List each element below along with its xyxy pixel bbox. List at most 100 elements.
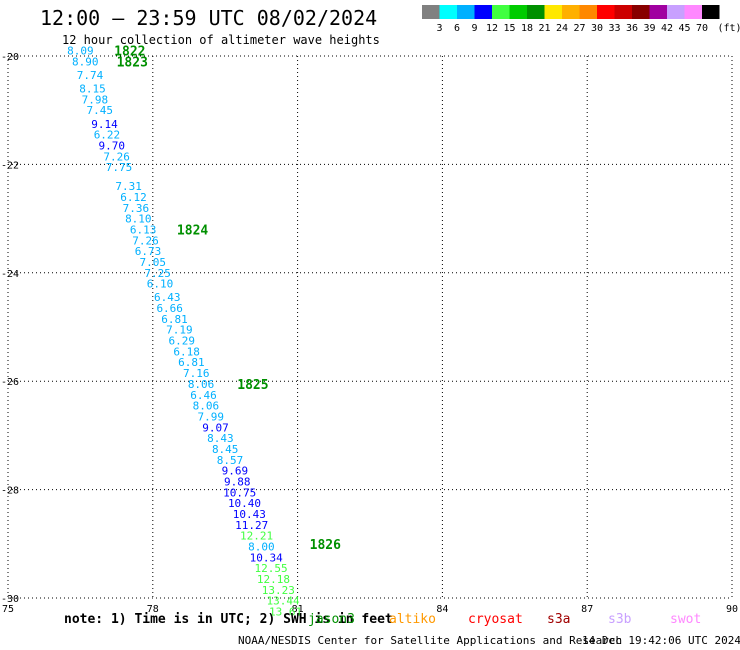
wave-height-point: 7.31: [115, 180, 142, 193]
wave-height-point: 6.29: [169, 335, 196, 348]
wave-height-point: 13.23: [262, 584, 295, 597]
pass-number-label: 1825: [237, 378, 268, 393]
wave-height-point: 10.40: [228, 497, 261, 510]
legend-label: 30: [591, 23, 603, 34]
wave-height-point: 8.15: [79, 83, 106, 96]
legend-label: 70: [696, 23, 708, 34]
wave-height-point: 6.66: [156, 302, 183, 315]
wave-height-point: 8.00: [248, 541, 275, 554]
legend-swatch: [492, 5, 510, 19]
wave-height-point: 9.14: [91, 118, 118, 131]
legend-label: 33: [608, 23, 620, 34]
wave-height-point: 6.12: [120, 191, 147, 204]
legend-swatch: [614, 5, 632, 19]
satellite-label-altiko: altiko: [389, 612, 436, 627]
x-tick-label: 84: [436, 604, 448, 615]
satellite-label-swot: swot: [670, 612, 702, 627]
legend-label: 15: [503, 23, 515, 34]
legend-label: 45: [678, 23, 690, 34]
wave-height-point: 7.74: [77, 69, 104, 82]
legend-swatch: [527, 5, 545, 19]
wave-height-point: 8.09: [67, 45, 94, 58]
wave-height-point: 8.45: [212, 443, 239, 456]
satellite-label-cryosat: cryosat: [468, 612, 523, 627]
credit-text: NOAA/NESDIS Center for Satellite Applica…: [238, 634, 623, 647]
page-title: 12:00 — 23:59 UTC 08/02/2024: [40, 6, 378, 30]
wave-height-point: 10.34: [250, 551, 283, 564]
wave-height-point: 9.69: [222, 465, 249, 478]
legend-swatch: [422, 5, 440, 19]
generated-timestamp: 14 Dec 19:42:06 UTC 2024: [582, 634, 740, 647]
wave-height-point: 6.22: [94, 129, 121, 142]
x-tick-label: 78: [147, 604, 159, 615]
wave-height-point: 8.06: [188, 378, 215, 391]
wave-height-point: 8.06: [193, 400, 220, 413]
legend-swatch: [649, 5, 667, 19]
y-tick-label: -26: [1, 377, 19, 388]
wave-height-point: 6.18: [173, 345, 200, 358]
wave-height-point: 9.88: [224, 475, 251, 488]
legend-swatch: [702, 5, 720, 19]
satellite-label-s3b: s3b: [608, 612, 632, 627]
legend-swatch: [439, 5, 457, 19]
x-tick-label: 75: [2, 604, 14, 615]
wave-height-point: 8.90: [72, 55, 99, 68]
legend-label: 39: [643, 23, 655, 34]
wave-height-point: 9.70: [99, 139, 126, 152]
wave-height-point: 8.57: [217, 454, 244, 467]
y-tick-label: -28: [1, 486, 19, 497]
wave-height-point: 9.07: [202, 421, 229, 434]
x-tick-label: 87: [581, 604, 593, 615]
wave-height-point: 7.45: [86, 104, 113, 117]
wave-height-point: 7.75: [106, 161, 133, 174]
y-tick-label: -30: [1, 594, 19, 605]
legend-label: 24: [556, 23, 568, 34]
wave-height-point: 6.13: [130, 223, 157, 236]
legend-swatch: [544, 5, 562, 19]
legend-label: 27: [573, 23, 585, 34]
legend-swatch: [474, 5, 492, 19]
legend-swatch: [597, 5, 615, 19]
y-tick-label: -24: [1, 269, 19, 280]
wave-height-point: 12.21: [240, 530, 273, 543]
wave-height-point: 7.26: [103, 150, 130, 163]
satellite-label-s3a: s3a: [547, 612, 571, 627]
legend-swatch: [632, 5, 650, 19]
legend-swatch: [509, 5, 527, 19]
pass-number-label: 1823: [117, 55, 148, 70]
wave-height-point: 6.10: [147, 278, 174, 291]
wave-height-point: 10.43: [233, 508, 266, 521]
wave-height-point: 6.46: [190, 389, 217, 402]
legend-label: 9: [471, 23, 477, 34]
legend-swatch: [562, 5, 580, 19]
color-legend: 3 6 9 12 15 18 21 24 27 30 33 36 39 42 45 70 (ft): [422, 5, 740, 34]
page-subtitle: 12 hour collection of altimeter wave hei…: [62, 33, 380, 47]
legend-swatch: [457, 5, 475, 19]
wave-height-point: 11.27: [235, 519, 268, 532]
wave-height-point: 7.99: [197, 410, 224, 423]
pass-number-label: 1822: [114, 45, 145, 60]
wave-height-point: 12.18: [257, 573, 290, 586]
wave-height-point: 7.16: [183, 367, 210, 380]
legend-label: 21: [538, 23, 550, 34]
legend-unit: (ft): [717, 23, 740, 34]
x-tick-label: 90: [726, 604, 738, 615]
x-tick-label: 81: [292, 604, 304, 615]
wave-height-point: 7.25: [144, 267, 171, 280]
y-tick-label: -20: [1, 52, 19, 63]
wave-height-point: 6.43: [154, 291, 181, 304]
legend-label: 3: [436, 23, 442, 34]
wave-height-point: 8.43: [207, 432, 234, 445]
footer-note: note: 1) Time is in UTC; 2) SWH is in fe…: [64, 612, 393, 627]
wave-height-point: 7.19: [166, 324, 193, 337]
legend-swatch: [667, 5, 685, 19]
legend-swatch: [684, 5, 702, 19]
legend-swatch: [579, 5, 597, 19]
wave-height-point: 7.36: [123, 202, 150, 215]
legend-label: 12: [486, 23, 498, 34]
wave-height-point: 7.26: [132, 234, 159, 247]
legend-label: 36: [626, 23, 638, 34]
wave-height-point: 13.44: [267, 595, 300, 608]
y-tick-label: -22: [1, 160, 19, 171]
legend-label: 6: [454, 23, 460, 34]
